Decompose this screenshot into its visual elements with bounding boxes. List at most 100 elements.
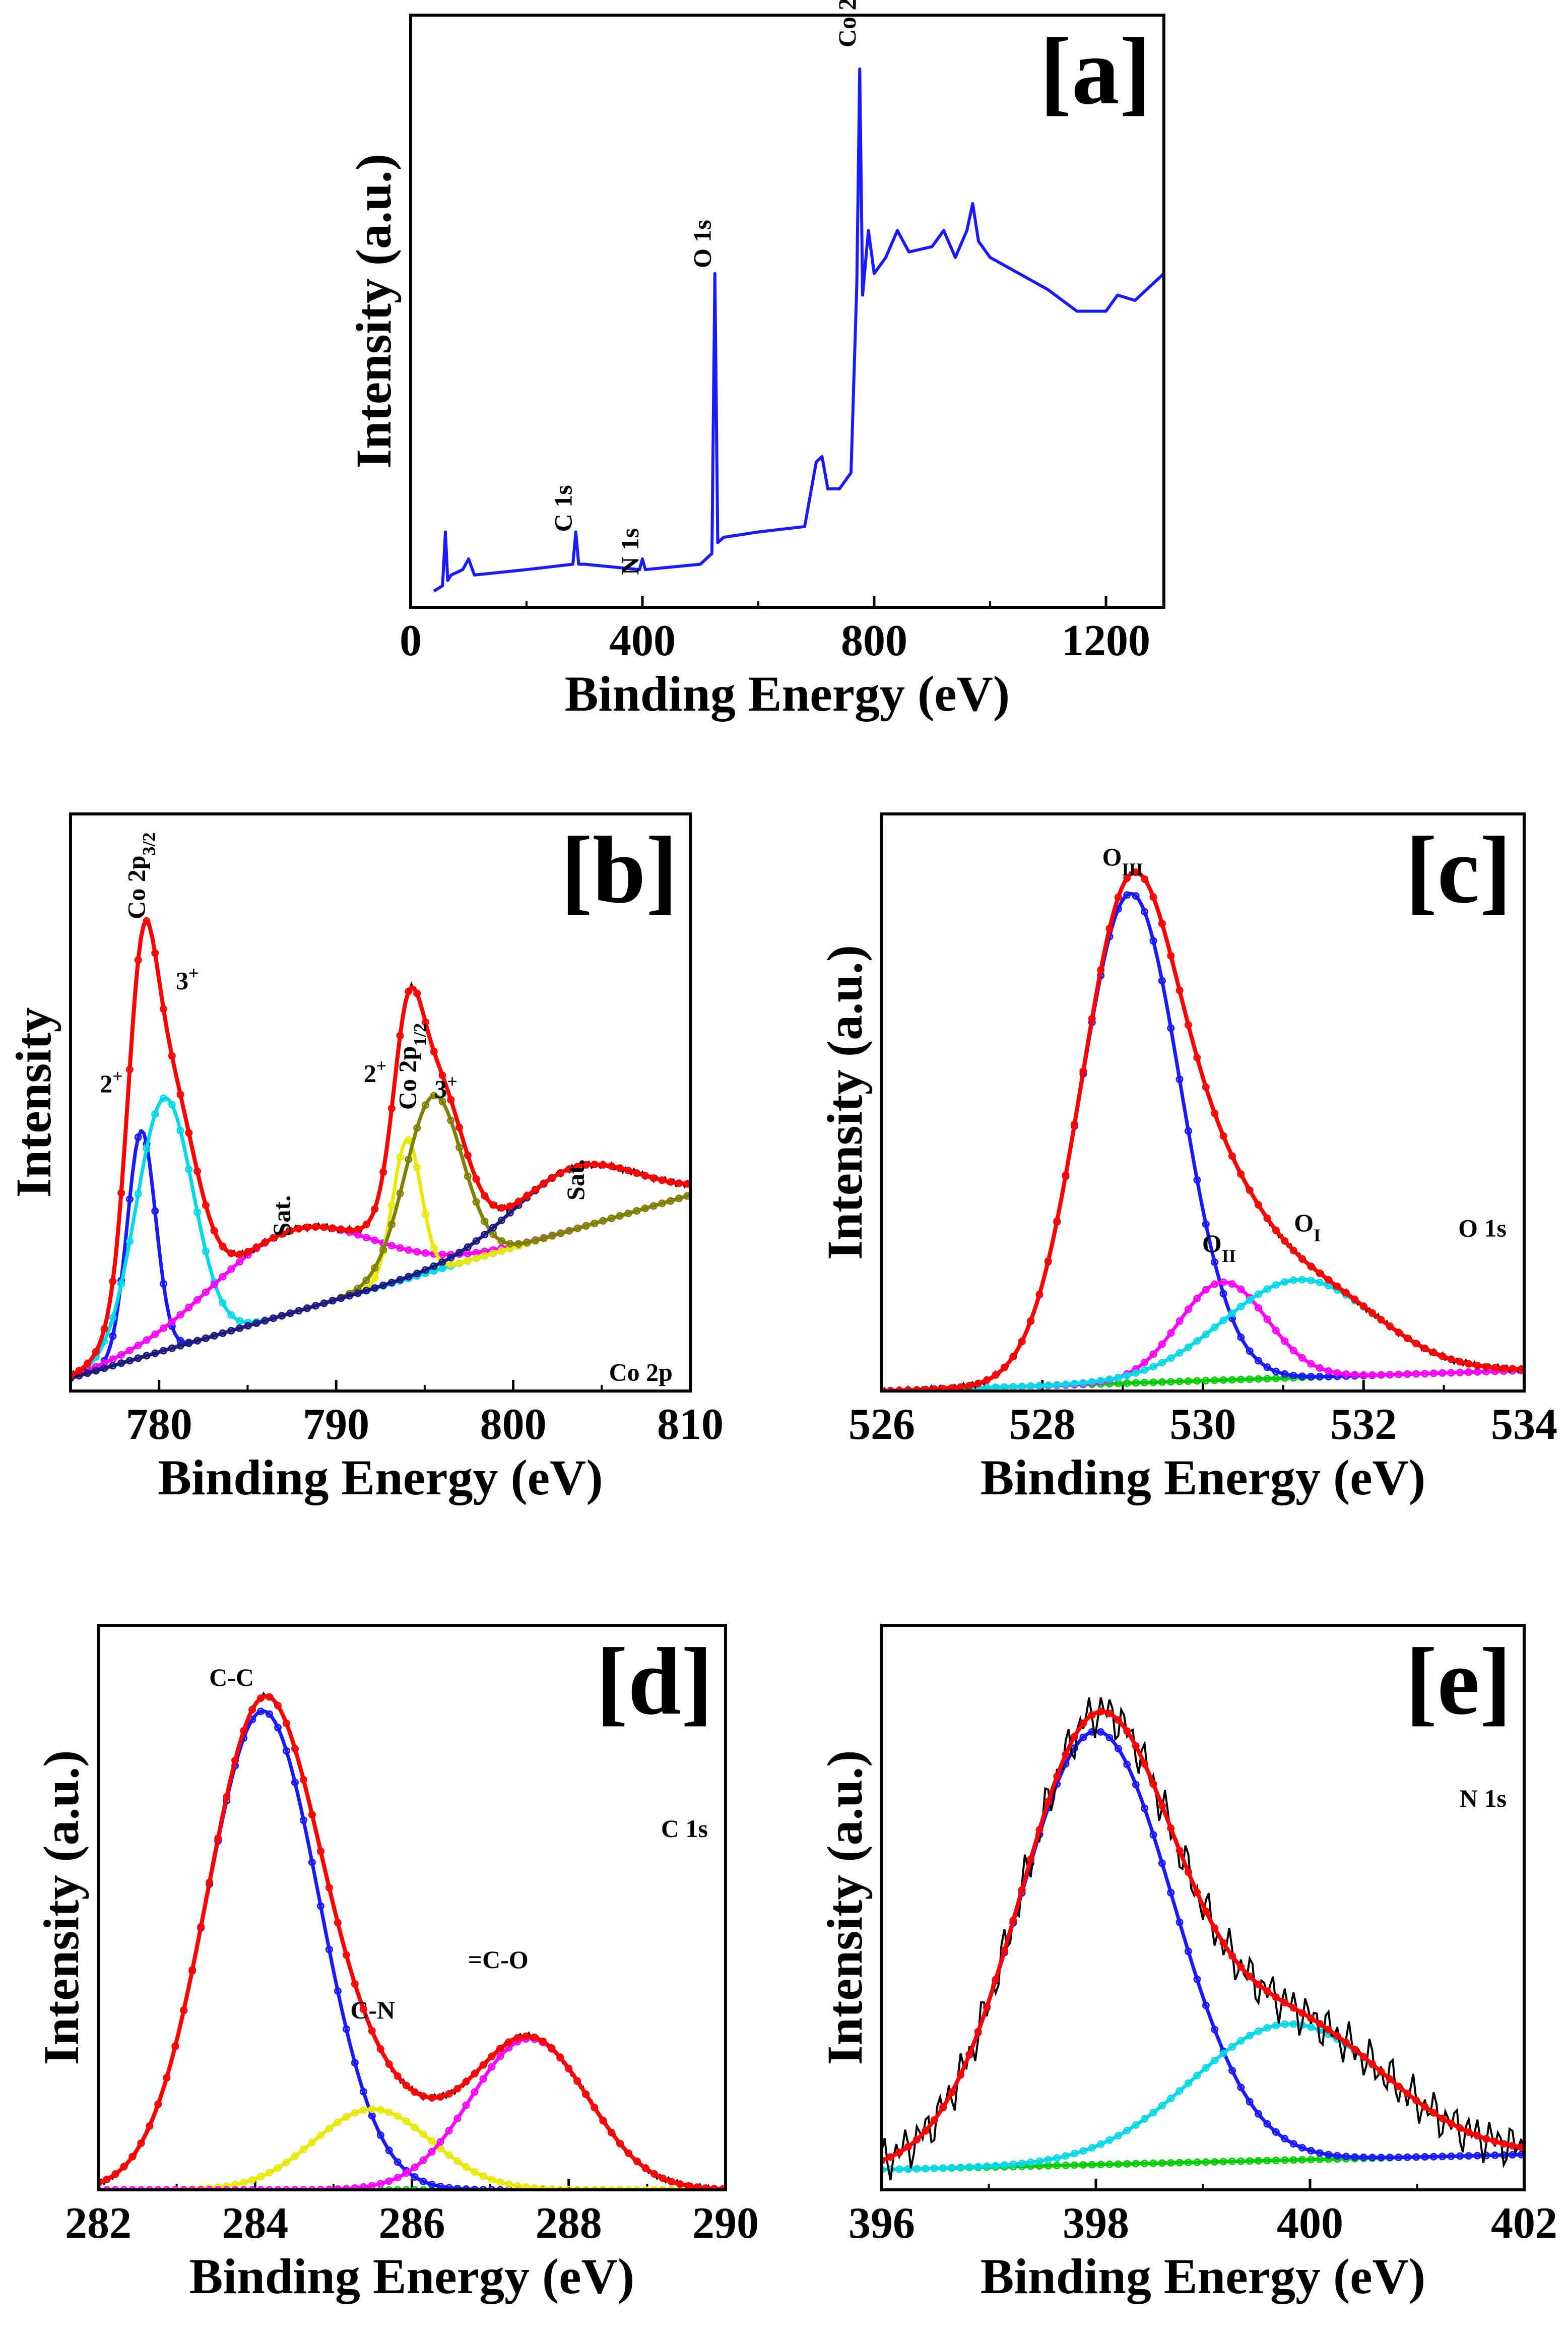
series-background-marker (1141, 2160, 1149, 2168)
series-peak-398-0-marker (1403, 2153, 1411, 2161)
series-co3-2p1-2--marker (683, 1192, 689, 1200)
x-tick-label: 532 (1330, 1400, 1397, 1449)
series-envelope-marker (342, 1951, 350, 1959)
series-envelope-marker (261, 1238, 269, 1246)
series-co3-2p1-2--marker (523, 1239, 531, 1246)
series-envelope-marker (913, 2135, 921, 2143)
series-c-c-marker (308, 1858, 316, 1866)
series-peak-398-0-marker (1211, 2026, 1219, 2034)
series-sat-2-marker (286, 1309, 294, 1317)
series-oi-marker (1053, 1381, 1061, 1389)
series-peak-399-8-marker (1000, 2161, 1008, 2169)
series-sat-1-marker (117, 1351, 125, 1359)
series-co3-2p3-2--marker (176, 1126, 184, 1134)
series-envelope-marker (422, 1018, 429, 1026)
series-co3-2p1-2--marker (608, 1214, 615, 1222)
series-envelope-marker (1123, 874, 1131, 882)
series-c-n-marker (214, 2183, 222, 2188)
series-peak-399-8-marker (1088, 2144, 1096, 2152)
series-envelope-marker (402, 2081, 410, 2090)
series-background-marker (1123, 1379, 1131, 1387)
series-sat-2-marker (387, 1279, 396, 1287)
series-co2-2p1-2--marker (455, 1259, 463, 1267)
series-peak-399-8-marker (1167, 2095, 1175, 2103)
series-c-c-marker (496, 2186, 504, 2188)
peak-annotation: OIII (1102, 843, 1143, 879)
series-sat-1-marker (134, 1342, 142, 1349)
peak-annotation: OII (1202, 1229, 1236, 1266)
series-oii-marker (1403, 1370, 1411, 1378)
series-co3-2p1-2--marker (548, 1232, 556, 1240)
series-envelope-marker (496, 2045, 504, 2052)
series-sat-2-marker (210, 1332, 218, 1340)
series-c-n-marker (197, 2185, 205, 2188)
series-c-n-marker (248, 2176, 256, 2184)
series-co3-2p1-2--marker (497, 1237, 505, 1245)
series-co3-2p1-2--marker (481, 1218, 489, 1225)
series-envelope-marker (1141, 875, 1149, 883)
series--c-o-marker (291, 2186, 299, 2188)
series-co3-2p1-2--marker (565, 1227, 573, 1235)
series-background-marker (1246, 2157, 1254, 2165)
series-envelope-marker (1298, 1255, 1306, 1263)
series-envelope-marker (1211, 1109, 1219, 1117)
series-envelope-marker (522, 2032, 530, 2040)
series-envelope-marker (582, 2090, 590, 2098)
series-envelope-marker (710, 2185, 718, 2188)
series-background-marker (343, 2186, 350, 2188)
series-envelope (883, 1710, 1523, 2162)
series-peak-399-8-marker (1228, 2043, 1236, 2051)
series-sat-2-marker (176, 1342, 184, 1350)
series-envelope-marker (1149, 1780, 1157, 1788)
series-c-n-marker (513, 2182, 521, 2188)
series-envelope-marker (650, 2170, 658, 2178)
series-co2-2p1-2--marker (413, 1164, 421, 1172)
series-envelope-marker (1149, 893, 1157, 901)
series-peak-399-8-marker (939, 2164, 947, 2172)
series-envelope-marker (371, 1205, 379, 1213)
series-envelope-marker (354, 1225, 362, 1233)
series-peak-399-8-marker (895, 2165, 903, 2173)
series-envelope-marker (1386, 1322, 1394, 1330)
series-envelope-marker (252, 1243, 260, 1251)
series-envelope-marker (103, 2175, 111, 2183)
series-c-n-marker (394, 2112, 402, 2120)
peak-annotation: 3+ (434, 1071, 458, 1103)
series-peak-399-8-marker (904, 2165, 912, 2173)
series-envelope-marker (1412, 1340, 1420, 1348)
series-envelope-marker (171, 2042, 179, 2050)
series-envelope-marker (1237, 1170, 1245, 1178)
series-sat-1-marker (438, 1250, 446, 1258)
series--c-o-marker (274, 2186, 282, 2188)
series-peak-398-0-marker (1325, 2151, 1333, 2159)
series-envelope-marker (1219, 1132, 1227, 1140)
series-peak-399-8-marker (1114, 2131, 1122, 2139)
series-sat-1-marker (151, 1331, 159, 1338)
series-envelope-marker (1246, 1186, 1254, 1194)
series-co2-2p1-2--marker (430, 1244, 438, 1252)
series-c-n-marker (556, 2185, 564, 2188)
series-c-n-marker (462, 2163, 470, 2171)
series-sat-2-marker (354, 1289, 362, 1297)
series-peak-399-8-marker (965, 2163, 973, 2171)
series-envelope-marker (329, 1224, 337, 1232)
series-oiii-marker (1281, 1370, 1289, 1378)
annotation-main: O (1202, 1229, 1222, 1257)
series--c-o-marker (488, 2063, 496, 2071)
x-tick-label: 288 (536, 2199, 602, 2248)
series-co3-2p1-2--marker (557, 1229, 565, 1237)
x-tick-label: 0 (400, 616, 422, 665)
series-background-marker (1175, 1377, 1184, 1385)
series-envelope-marker (1185, 1868, 1192, 1876)
series-envelope-marker (930, 1385, 938, 1390)
series-envelope-marker (582, 1161, 590, 1169)
series-c-n-marker (453, 2158, 462, 2165)
series-background-marker (403, 2186, 410, 2188)
series-oii-marker (1395, 1370, 1403, 1378)
annotation-script: + (188, 963, 199, 983)
series-sat-2-marker (244, 1322, 252, 1330)
core-level-label: O 1s (1458, 1214, 1507, 1242)
series-sat-1-marker (125, 1346, 134, 1354)
series-sat-2-marker (405, 1273, 413, 1281)
